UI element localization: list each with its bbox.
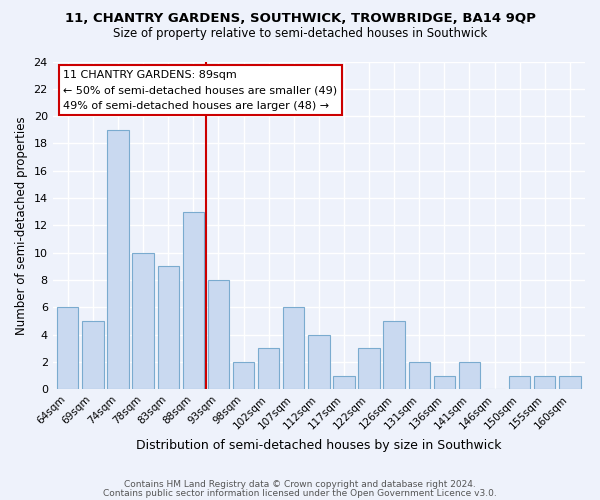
Bar bbox=[434, 376, 455, 390]
Bar bbox=[409, 362, 430, 390]
X-axis label: Distribution of semi-detached houses by size in Southwick: Distribution of semi-detached houses by … bbox=[136, 440, 502, 452]
Bar bbox=[133, 253, 154, 390]
Bar bbox=[107, 130, 128, 390]
Bar bbox=[283, 308, 304, 390]
Bar bbox=[208, 280, 229, 390]
Bar bbox=[559, 376, 581, 390]
Bar bbox=[82, 321, 104, 390]
Y-axis label: Number of semi-detached properties: Number of semi-detached properties bbox=[15, 116, 28, 335]
Bar bbox=[308, 335, 329, 390]
Bar bbox=[534, 376, 556, 390]
Bar bbox=[233, 362, 254, 390]
Text: Contains HM Land Registry data © Crown copyright and database right 2024.: Contains HM Land Registry data © Crown c… bbox=[124, 480, 476, 489]
Bar bbox=[258, 348, 279, 390]
Bar bbox=[182, 212, 204, 390]
Bar bbox=[358, 348, 380, 390]
Text: 11, CHANTRY GARDENS, SOUTHWICK, TROWBRIDGE, BA14 9QP: 11, CHANTRY GARDENS, SOUTHWICK, TROWBRID… bbox=[65, 12, 535, 26]
Text: Contains public sector information licensed under the Open Government Licence v3: Contains public sector information licen… bbox=[103, 488, 497, 498]
Bar bbox=[333, 376, 355, 390]
Bar bbox=[57, 308, 79, 390]
Bar bbox=[383, 321, 405, 390]
Text: 11 CHANTRY GARDENS: 89sqm
← 50% of semi-detached houses are smaller (49)
49% of : 11 CHANTRY GARDENS: 89sqm ← 50% of semi-… bbox=[64, 70, 337, 111]
Bar bbox=[459, 362, 480, 390]
Text: Size of property relative to semi-detached houses in Southwick: Size of property relative to semi-detach… bbox=[113, 28, 487, 40]
Bar bbox=[509, 376, 530, 390]
Bar bbox=[158, 266, 179, 390]
